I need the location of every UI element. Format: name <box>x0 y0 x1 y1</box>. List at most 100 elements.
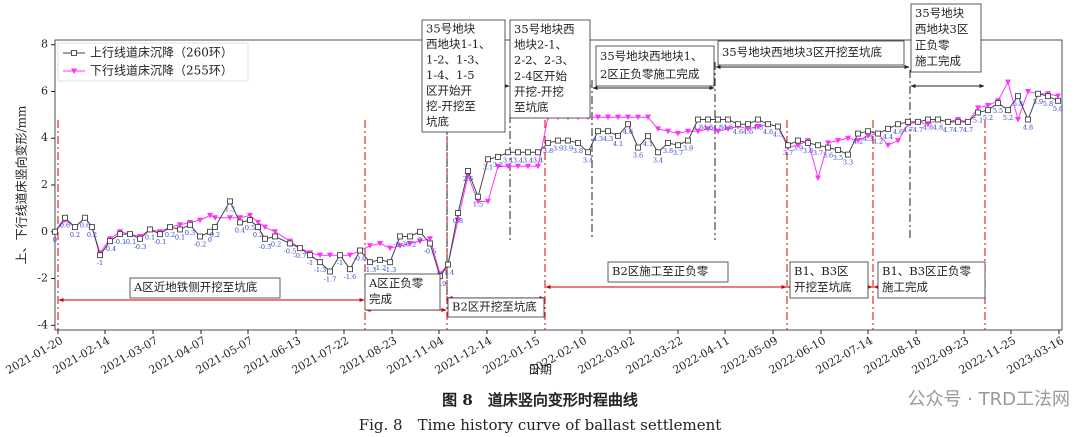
value-label: 3.8 <box>803 147 813 155</box>
value-label: 3.8 <box>663 147 673 155</box>
annotation-box <box>447 297 545 318</box>
y-tick-label: 0 <box>41 225 48 238</box>
annotation-text: 正负零 <box>915 38 950 52</box>
value-label: 4.7 <box>903 126 913 134</box>
point <box>207 228 213 235</box>
value-label: 1.3 <box>225 205 235 213</box>
point <box>1015 93 1021 100</box>
point <box>1045 93 1051 100</box>
annotation-text: B1、B3区 <box>794 264 849 278</box>
value-label: 3.9 <box>683 145 693 153</box>
point <box>695 128 701 135</box>
value-label: -1 <box>97 259 103 267</box>
point <box>975 105 981 111</box>
value-label: 3.9 <box>563 145 573 153</box>
value-label: 4.3 <box>863 135 873 143</box>
point <box>755 116 761 123</box>
point <box>495 163 501 170</box>
value-label: 3.7 <box>673 149 683 157</box>
y-tick-label: 6 <box>41 84 48 97</box>
y-tick-label: 4 <box>41 131 48 144</box>
point <box>995 100 1001 107</box>
annotation-text: 开挖至坑底 <box>794 280 852 294</box>
value-label: 5.5 <box>993 107 1003 115</box>
y-tick-label: -2 <box>37 272 48 285</box>
point <box>665 139 671 146</box>
annotation-box <box>421 19 506 133</box>
point <box>665 128 671 135</box>
point <box>1025 116 1031 123</box>
point <box>835 146 841 153</box>
value-label: -0.1 <box>124 238 137 246</box>
annotation-text: 西地块3区 <box>915 22 968 36</box>
point <box>212 215 218 221</box>
point <box>865 128 871 135</box>
point <box>387 259 393 266</box>
point <box>177 226 183 233</box>
point <box>845 151 851 158</box>
value-label: 4.8 <box>723 124 733 132</box>
value-label: 4.2 <box>853 138 863 146</box>
point <box>197 233 203 240</box>
point <box>555 137 561 144</box>
point <box>795 142 801 149</box>
value-label: 0 <box>418 236 422 244</box>
value-label: -1.7 <box>324 276 337 284</box>
value-label: 0.5 <box>245 224 255 232</box>
value-label: 3.5 <box>833 154 843 162</box>
legend-label: 下行线道床沉降（255环） <box>90 64 233 78</box>
point <box>397 233 403 240</box>
point <box>475 198 481 205</box>
point <box>72 224 78 231</box>
point <box>187 221 193 228</box>
point <box>89 224 95 231</box>
point <box>237 219 243 226</box>
point <box>117 231 123 238</box>
point <box>475 193 481 200</box>
value-label: 0.2 <box>253 231 263 239</box>
annotation-text: 35号地块西 <box>514 22 575 36</box>
annotation-text: 地块2-1、 <box>514 38 567 52</box>
annotation-text: 1-2、1-3、 <box>426 53 486 67</box>
point <box>357 247 363 254</box>
point <box>765 121 771 128</box>
caption: 图 8 道床竖向变形时程曲线 <box>442 391 638 409</box>
point <box>297 245 303 252</box>
point <box>307 252 313 259</box>
value-label: 4.8 <box>923 124 933 132</box>
value-label: 3.4 <box>503 156 513 164</box>
point <box>745 126 751 132</box>
point <box>735 121 741 128</box>
value-label: 0.6 <box>60 222 70 230</box>
value-label: 4.8 <box>1023 124 1033 132</box>
point <box>427 240 433 247</box>
value-label: 5.1 <box>973 117 983 125</box>
point <box>407 233 413 240</box>
point <box>127 231 133 238</box>
point <box>885 125 891 132</box>
point <box>975 109 981 116</box>
point <box>755 124 761 130</box>
value-label: -0.2 <box>194 240 207 248</box>
annotation-text: 至坑底 <box>514 100 549 114</box>
point <box>247 217 253 224</box>
point <box>62 214 68 221</box>
annotation-text: 施工完成 <box>915 54 961 68</box>
value-label: -0.2 <box>394 240 407 248</box>
value-label: 4.6 <box>763 128 773 136</box>
value-label: 4.1 <box>643 140 653 148</box>
value-label: 3.2 <box>493 161 503 169</box>
value-label: 0.1 <box>175 233 185 241</box>
point <box>875 130 881 137</box>
legend-marker <box>71 68 77 74</box>
annotation-text: 坑底 <box>426 114 449 128</box>
annotation-text: 西地块1-1、 <box>426 37 491 51</box>
y-axis-label: 上、下行线道床竖向变形/mm <box>14 105 29 264</box>
annotation-text: A区正负零 <box>368 276 424 290</box>
value-label: 0.4 <box>235 226 245 234</box>
value-label: 4.6 <box>893 128 903 136</box>
value-label: 0.2 <box>210 231 220 239</box>
value-label: 0 <box>53 236 57 244</box>
point <box>535 149 541 156</box>
value-label: -0.2 <box>404 240 417 248</box>
